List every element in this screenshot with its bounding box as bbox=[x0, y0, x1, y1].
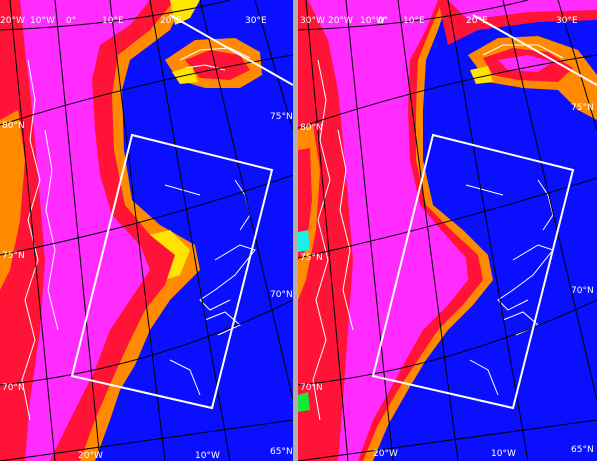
label-right-0: 75°N bbox=[571, 103, 594, 113]
label-top-0: 20°W bbox=[0, 16, 25, 26]
bottom-lon-labels: 20°W 10°W bbox=[373, 449, 516, 459]
graticule bbox=[298, 0, 597, 461]
study-area-frame bbox=[371, 133, 575, 410]
svalbard-magenta bbox=[498, 55, 553, 72]
label-top-5: 30°E bbox=[245, 16, 267, 26]
label-left-0: 80°N bbox=[2, 121, 25, 131]
coastline-outlines bbox=[21, 47, 256, 421]
land-magenta-core bbox=[308, 0, 468, 461]
right-lat-labels: 75°N 70°N 65°N bbox=[270, 112, 293, 457]
coast-green-patch bbox=[298, 392, 310, 412]
bottom-lon-labels: 20°W 10°W bbox=[78, 451, 220, 461]
label-bottom-0: 20°W bbox=[373, 449, 398, 459]
label-right-2: 65°N bbox=[270, 447, 293, 457]
label-top-1: 20°W bbox=[328, 16, 353, 26]
label-top-5: 20°E bbox=[466, 16, 488, 26]
left-lat-labels: 80°N 75°N 70°N bbox=[2, 121, 25, 393]
study-area-frame bbox=[70, 133, 274, 410]
label-top-2: 10°W bbox=[360, 16, 385, 26]
label-top-2: 0° bbox=[66, 16, 76, 26]
left-map-panel: 20°W 10°W 0° 10°E 20°E 30°E 80°N 75°N 70… bbox=[0, 0, 293, 461]
label-top-0: 30°W bbox=[300, 16, 325, 26]
label-bottom-1: 10°W bbox=[491, 449, 516, 459]
label-top-3: 10°E bbox=[102, 16, 124, 26]
study-area-frame-north bbox=[472, 14, 597, 86]
label-top-6: 30°E bbox=[556, 16, 578, 26]
land-magenta-core bbox=[20, 0, 150, 461]
label-top-1: 10°W bbox=[30, 16, 55, 26]
left-map: 20°W 10°W 0° 10°E 20°E 30°E 80°N 75°N 70… bbox=[0, 0, 293, 461]
label-right-1: 70°N bbox=[571, 286, 594, 296]
label-left-0: 80°N bbox=[300, 123, 323, 133]
right-lat-labels: 75°N 70°N 65°N bbox=[571, 103, 594, 455]
study-area-frame-north bbox=[169, 14, 293, 86]
label-right-1: 70°N bbox=[270, 290, 293, 300]
coast-cyan-patch bbox=[298, 230, 310, 252]
label-top-4: 10°E bbox=[403, 16, 425, 26]
right-map-panel: 30°W 20°W 10°W 0° 10°E 20°E 30°E 80°N 75… bbox=[298, 0, 597, 461]
west-coast-fringe bbox=[0, 110, 25, 290]
label-right-0: 75°N bbox=[270, 112, 293, 122]
svalbard-yellow bbox=[470, 66, 493, 84]
panel-separator bbox=[293, 0, 298, 461]
label-top-3: 0° bbox=[378, 16, 388, 26]
label-left-2: 70°N bbox=[300, 383, 323, 393]
top-lat-lon-labels: 30°W 20°W 10°W 0° 10°E 20°E 30°E bbox=[300, 16, 578, 26]
right-map: 30°W 20°W 10°W 0° 10°E 20°E 30°E 80°N 75… bbox=[298, 0, 597, 461]
label-bottom-0: 20°W bbox=[78, 451, 103, 461]
label-bottom-1: 10°W bbox=[195, 451, 220, 461]
label-left-1: 75°N bbox=[300, 253, 323, 263]
label-top-4: 20°E bbox=[160, 16, 182, 26]
top-lat-lon-labels: 20°W 10°W 0° 10°E 20°E 30°E bbox=[0, 16, 267, 26]
label-left-1: 75°N bbox=[2, 251, 25, 261]
left-lat-labels: 80°N 75°N 70°N bbox=[300, 123, 323, 393]
label-right-2: 65°N bbox=[571, 445, 594, 455]
label-left-2: 70°N bbox=[2, 383, 25, 393]
